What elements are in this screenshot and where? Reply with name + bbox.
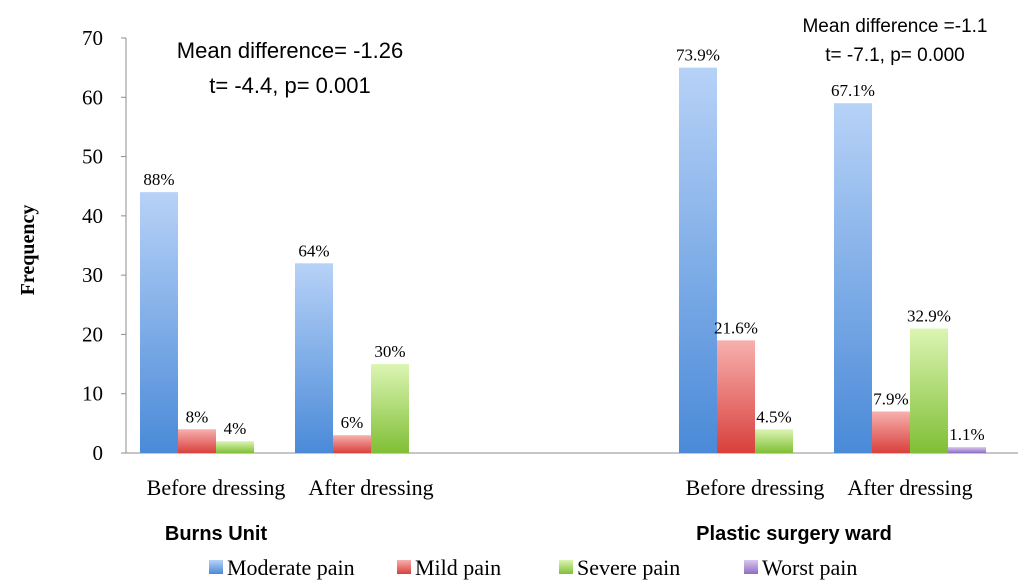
legend-label: Mild pain <box>415 555 501 580</box>
bar <box>295 263 333 453</box>
group-label: Burns Unit <box>165 523 268 545</box>
data-label: 1.1% <box>949 425 984 444</box>
legend-label: Severe pain <box>577 555 680 580</box>
data-label: 21.6% <box>714 318 758 337</box>
legend-swatch <box>209 560 223 574</box>
bar <box>717 340 755 453</box>
bar <box>140 192 178 453</box>
data-label: 67.1% <box>831 81 875 100</box>
bar <box>333 435 371 453</box>
y-tick-label: 40 <box>82 204 103 228</box>
x-tick-label: After dressing <box>847 475 972 500</box>
y-tick-label: 60 <box>82 85 103 109</box>
y-tick-label: 10 <box>82 382 103 406</box>
data-label: 7.9% <box>873 390 908 409</box>
group-label: Plastic surgery ward <box>696 523 892 545</box>
bar <box>948 447 986 453</box>
bar <box>679 67 717 454</box>
x-tick-label: Before dressing <box>147 475 286 500</box>
y-tick-label: 20 <box>82 322 103 346</box>
data-label: 32.9% <box>907 307 951 326</box>
data-label: 6% <box>341 413 364 432</box>
data-label: 8% <box>186 407 209 426</box>
bar <box>834 103 872 453</box>
bar <box>910 328 948 453</box>
data-label: 4.5% <box>756 407 791 426</box>
x-tick-label: After dressing <box>308 475 433 500</box>
data-label: 73.9% <box>676 46 720 65</box>
y-tick-label: 50 <box>82 145 103 169</box>
bar <box>216 441 254 453</box>
y-tick-label: 30 <box>82 263 103 287</box>
legend-swatch <box>397 560 411 574</box>
legend-label: Worst pain <box>762 555 857 580</box>
bar <box>872 411 910 453</box>
y-axis-label: Frequency <box>17 205 39 296</box>
annotation-text: t= -4.4, p= 0.001 <box>209 73 370 98</box>
legend-swatch <box>559 560 573 574</box>
annotation-text: t= -7.1, p= 0.000 <box>825 45 964 66</box>
y-tick-label: 70 <box>82 26 103 50</box>
bar <box>371 364 409 453</box>
data-label: 88% <box>143 170 174 189</box>
data-label: 4% <box>224 419 247 438</box>
bar <box>178 429 216 453</box>
data-label: 64% <box>298 241 329 260</box>
annotation-text: Mean difference =-1.1 <box>802 16 987 37</box>
y-tick-label: 0 <box>93 441 104 465</box>
x-tick-label: Before dressing <box>686 475 825 500</box>
legend-swatch <box>744 560 758 574</box>
annotation-text: Mean difference= -1.26 <box>177 38 403 63</box>
legend-label: Moderate pain <box>227 555 355 580</box>
data-label: 30% <box>374 342 405 361</box>
bar <box>755 429 793 453</box>
